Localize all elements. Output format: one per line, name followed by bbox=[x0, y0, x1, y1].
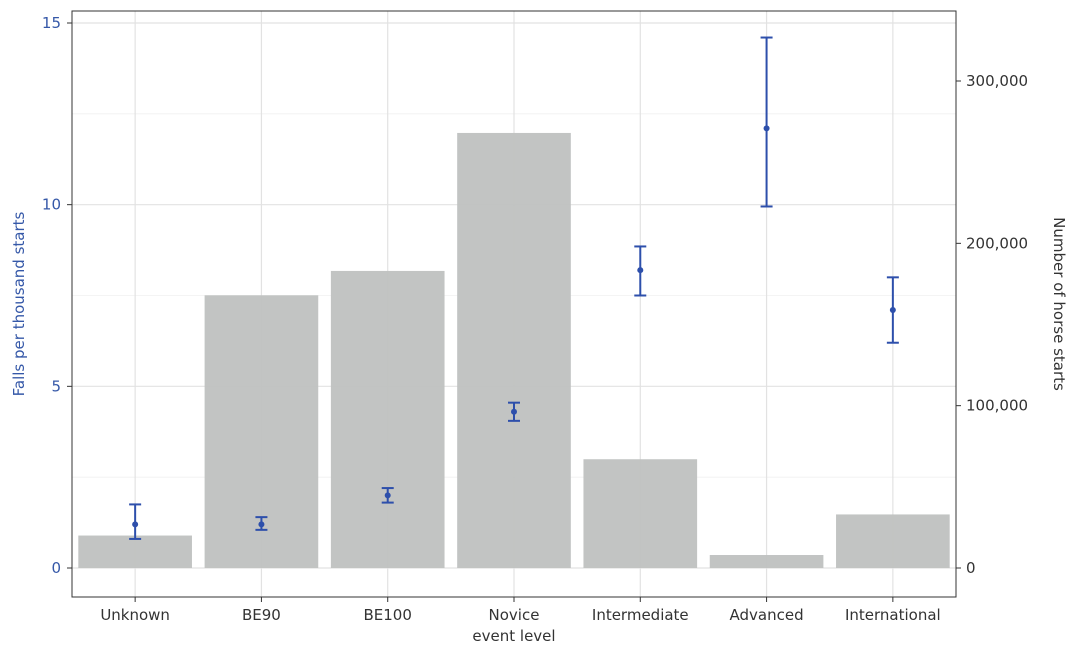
data-point bbox=[132, 521, 139, 528]
left-axis-ticks: 0 5 10 15 bbox=[42, 14, 72, 577]
errorbar-intermediate bbox=[634, 245, 647, 297]
left-tick-label: 10 bbox=[42, 196, 61, 214]
left-tick-label: 5 bbox=[51, 377, 61, 395]
x-tick-label: BE90 bbox=[242, 606, 281, 624]
right-tick-label: 300,000 bbox=[966, 72, 1028, 90]
bar-be100 bbox=[330, 270, 445, 568]
data-point bbox=[637, 267, 644, 274]
right-tick-label: 0 bbox=[966, 559, 976, 577]
errorbar-advanced bbox=[760, 36, 773, 208]
data-point bbox=[511, 408, 517, 415]
x-tick-label: Unknown bbox=[100, 606, 170, 624]
errorbar-novice bbox=[508, 401, 520, 422]
left-axis-title: Falls per thousand starts bbox=[10, 211, 28, 396]
right-tick-label: 100,000 bbox=[966, 397, 1028, 415]
bar-international bbox=[836, 514, 950, 568]
bar-advanced bbox=[709, 555, 824, 568]
left-tick-label: 15 bbox=[42, 14, 61, 32]
x-tick-label: Novice bbox=[489, 606, 540, 624]
errorbar-unknown bbox=[129, 503, 142, 540]
data-point bbox=[889, 307, 896, 314]
errorbar-be90 bbox=[255, 516, 268, 531]
bar-novice bbox=[457, 132, 571, 569]
data-point bbox=[763, 125, 770, 132]
right-tick-label: 200,000 bbox=[966, 234, 1028, 252]
errorbar-series bbox=[129, 36, 899, 540]
right-axis-ticks: 0 100,000 200,000 300,000 bbox=[956, 72, 1028, 577]
data-point bbox=[384, 492, 391, 499]
data-point bbox=[258, 521, 265, 528]
errorbar-international bbox=[886, 276, 899, 344]
x-tick-label: BE100 bbox=[364, 606, 412, 624]
left-tick-label: 0 bbox=[51, 559, 61, 577]
right-axis-title: Number of horse starts bbox=[1050, 217, 1068, 391]
x-axis-ticks: Unknown BE90 BE100 Novice Intermediate Advanc… bbox=[100, 597, 941, 624]
x-tick-label: Intermediate bbox=[592, 606, 689, 624]
errorbar-be100 bbox=[381, 487, 394, 504]
x-tick-label: International bbox=[845, 606, 941, 624]
bar-series bbox=[78, 132, 950, 569]
bar-unknown bbox=[78, 535, 192, 568]
x-tick-label: Advanced bbox=[730, 606, 804, 624]
bar-intermediate bbox=[583, 459, 698, 568]
x-axis-title: event level bbox=[472, 627, 555, 645]
